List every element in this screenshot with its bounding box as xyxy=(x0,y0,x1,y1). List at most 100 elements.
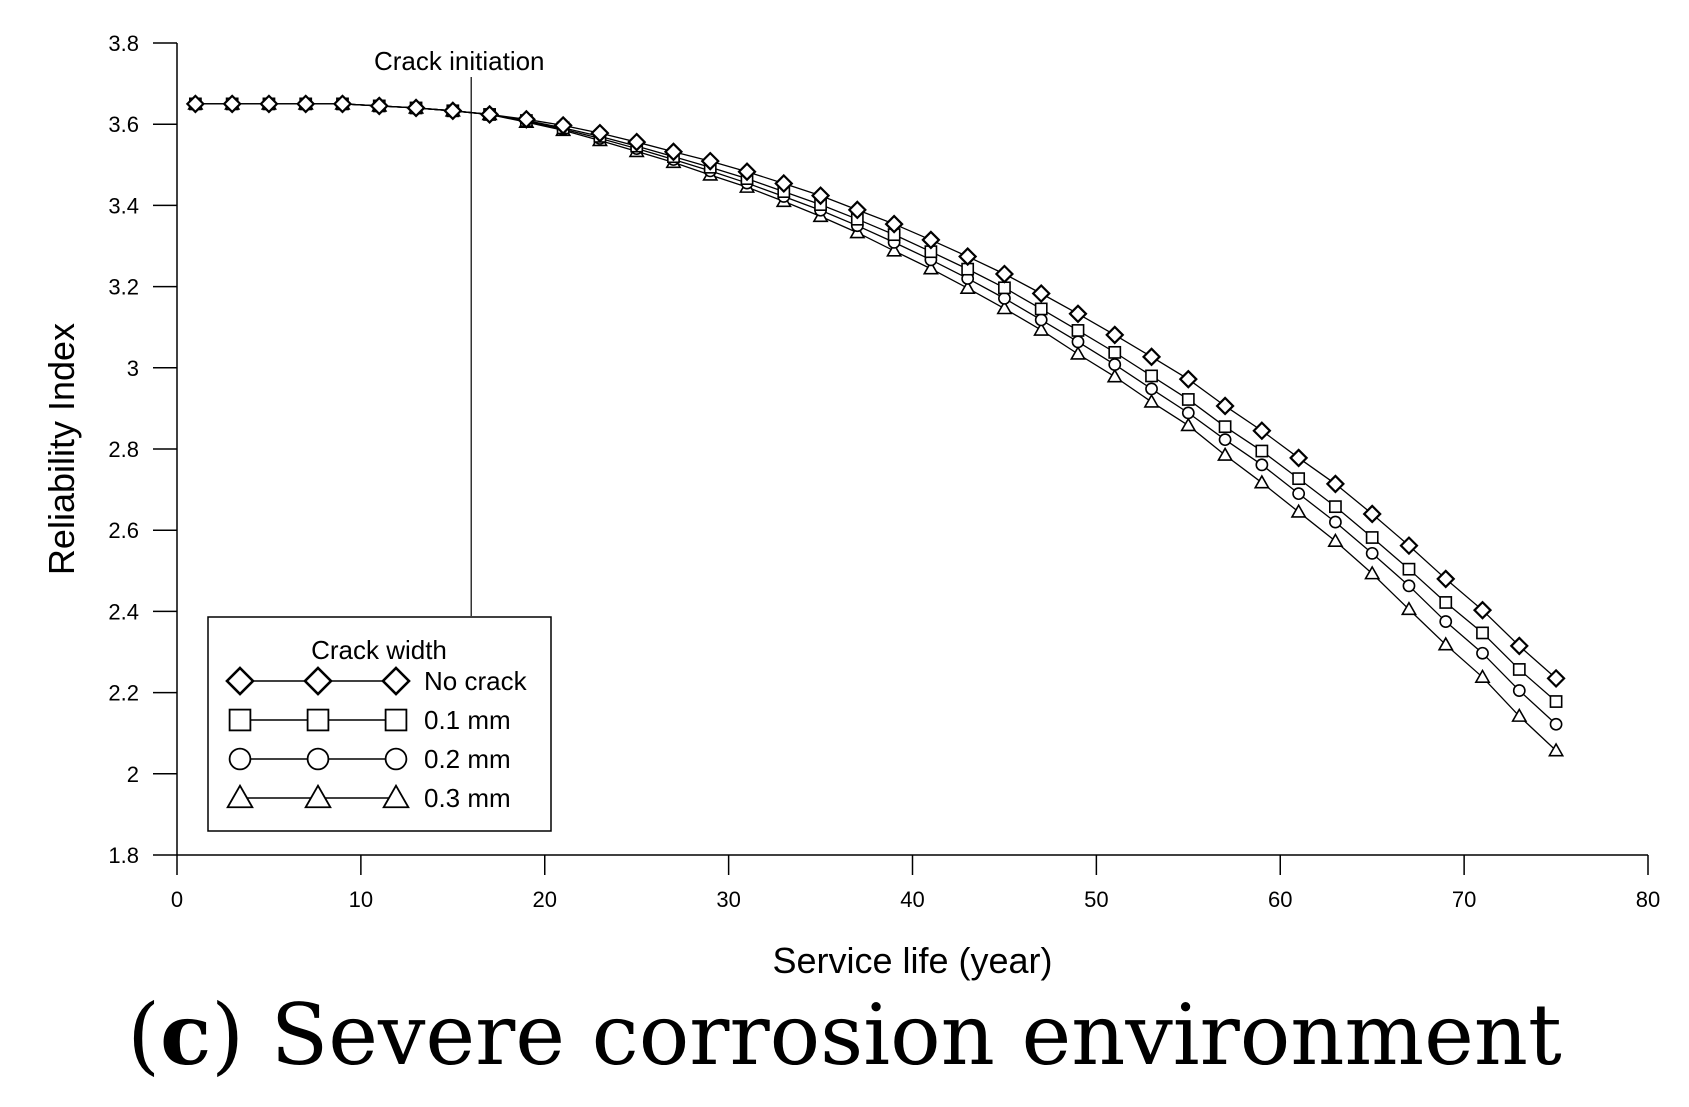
annotation-layer: Crack initiation xyxy=(374,46,545,616)
point-triangle xyxy=(996,300,1013,315)
point-circle xyxy=(1145,382,1158,396)
point-diamond xyxy=(1031,283,1051,304)
point-diamond xyxy=(443,101,463,121)
x-tick-label: 80 xyxy=(1636,887,1660,912)
point-triangle xyxy=(1033,321,1050,336)
point-diamond xyxy=(811,186,831,206)
y-tick-label: 2 xyxy=(127,762,139,787)
legend-box xyxy=(207,616,552,832)
point-diamond xyxy=(1546,668,1566,688)
point-circle xyxy=(1439,615,1453,628)
point-triangle xyxy=(1069,345,1087,360)
point-diamond xyxy=(1178,369,1198,389)
point-circle xyxy=(1329,515,1342,529)
point-triangle xyxy=(1180,417,1197,432)
legend-label: 0.3 mm xyxy=(424,783,511,813)
axes: 1.8 2 2.2 2.4 2.6 2.8 3 3.2 3.4 3.6 3.8 0 10 20 30 40 50… xyxy=(41,31,1660,981)
point-triangle xyxy=(1253,474,1270,489)
point-circle xyxy=(1108,358,1122,371)
x-axis-title: Service life (year) xyxy=(772,940,1052,981)
y-tick-label: 2.8 xyxy=(108,437,139,462)
point-triangle xyxy=(886,242,903,257)
point-diamond xyxy=(847,200,867,220)
point-square xyxy=(1329,500,1342,514)
caption-text: ) Severe corrosion environment xyxy=(211,986,1562,1084)
point-circle xyxy=(1034,313,1048,327)
x-tick-label: 30 xyxy=(716,887,740,912)
legend-marker-circle xyxy=(228,747,252,771)
point-diamond xyxy=(1509,636,1529,656)
legend-entry-triangle: 0.3 mm xyxy=(226,783,511,813)
point-circle xyxy=(1292,487,1306,501)
point-diamond xyxy=(1325,474,1345,494)
y-tick-label: 3.6 xyxy=(108,112,139,137)
point-diamond xyxy=(1289,448,1309,468)
point-circle xyxy=(1476,646,1489,660)
x-tick-label: 0 xyxy=(171,887,183,912)
figure-caption: (c) Severe corrosion environment xyxy=(0,985,1689,1084)
legend-label: 0.2 mm xyxy=(424,744,511,774)
point-triangle xyxy=(1327,532,1344,547)
series-square xyxy=(188,97,1563,708)
point-square xyxy=(1365,531,1379,544)
point-square xyxy=(1476,626,1489,640)
point-diamond xyxy=(627,132,647,152)
series-diamond xyxy=(185,94,1566,688)
point-triangle xyxy=(1474,668,1491,683)
point-square xyxy=(1255,444,1269,458)
point-square xyxy=(1145,369,1158,383)
x-tick-label: 60 xyxy=(1268,887,1292,912)
point-square xyxy=(1549,695,1563,708)
legend-marker-square xyxy=(384,708,408,732)
point-triangle xyxy=(1400,601,1417,616)
point-triangle xyxy=(1143,393,1160,408)
point-square xyxy=(1292,472,1306,486)
caption-open: ( xyxy=(127,986,161,1084)
point-circle xyxy=(1181,406,1195,420)
point-square xyxy=(1108,345,1122,359)
point-diamond xyxy=(296,94,316,114)
point-square xyxy=(1034,302,1048,316)
point-square xyxy=(1071,324,1085,337)
legend-entry-circle: 0.2 mm xyxy=(228,744,511,774)
y-axis-title: Reliability Index xyxy=(41,323,82,575)
point-square xyxy=(1181,393,1195,406)
point-diamond xyxy=(590,123,610,143)
point-diamond xyxy=(406,98,426,118)
point-diamond xyxy=(921,230,941,250)
point-diamond xyxy=(1215,396,1235,416)
point-circle xyxy=(1071,335,1085,349)
point-square xyxy=(1439,596,1453,609)
point-diamond xyxy=(259,94,279,114)
legend-marker-triangle xyxy=(304,783,332,809)
point-square xyxy=(1218,420,1232,434)
point-diamond xyxy=(737,162,757,182)
caption-letter: c xyxy=(160,985,212,1084)
legend-marker-circle xyxy=(384,747,408,771)
point-diamond xyxy=(1472,600,1493,620)
series-layer xyxy=(185,94,1566,757)
point-diamond xyxy=(1436,569,1456,589)
legend-entry-square: 0.1 mm xyxy=(228,705,511,735)
x-tick-label: 40 xyxy=(900,887,924,912)
point-circle xyxy=(1365,546,1379,560)
point-circle xyxy=(1255,458,1269,472)
legend-marker-diamond xyxy=(381,666,411,696)
point-diamond xyxy=(1362,504,1382,524)
point-diamond xyxy=(369,96,389,116)
crack-initiation-label: Crack initiation xyxy=(374,46,545,76)
point-diamond xyxy=(1105,325,1125,345)
point-triangle xyxy=(1511,707,1528,722)
x-tick-label: 50 xyxy=(1084,887,1108,912)
y-tick-label: 3.4 xyxy=(108,193,139,218)
legend-label: 0.1 mm xyxy=(424,705,511,735)
point-diamond xyxy=(774,173,794,194)
legend-marker-diamond xyxy=(225,666,255,696)
point-square xyxy=(998,281,1011,295)
legend-title: Crack width xyxy=(311,635,447,665)
x-tick-label: 10 xyxy=(349,887,373,912)
point-diamond xyxy=(1068,304,1088,324)
point-diamond xyxy=(222,94,242,114)
point-square xyxy=(1512,663,1526,676)
